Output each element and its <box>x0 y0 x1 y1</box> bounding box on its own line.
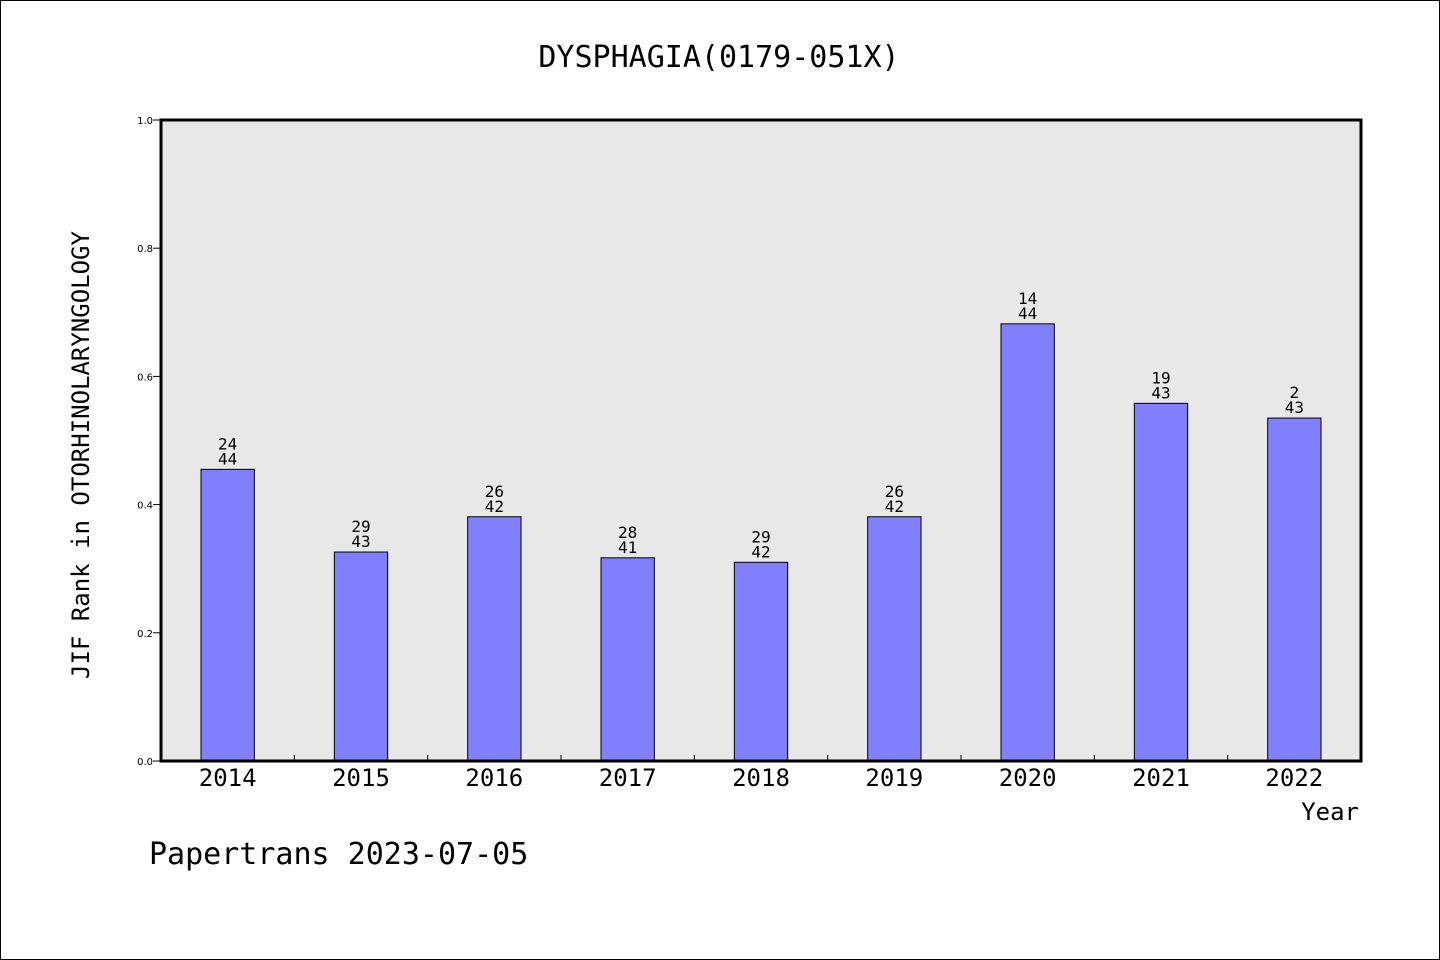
bar-2021 <box>1133 402 1189 762</box>
bars <box>200 323 1322 762</box>
x-tick-label: 2018 <box>732 764 790 792</box>
bar-2018 <box>733 561 789 762</box>
rank-label: 2 <box>1290 383 1300 402</box>
x-tick-label: 2014 <box>199 764 257 792</box>
rank-label: 29 <box>351 517 370 536</box>
rank-label: 26 <box>885 482 904 501</box>
x-axis: 2014 2015 2016 2017 2018 2019 2020 2021 2022 <box>199 755 1323 792</box>
total-label: 42 <box>485 497 504 516</box>
bar-2019 <box>867 516 922 762</box>
x-tick-label: 2017 <box>599 764 657 792</box>
total-label: 43 <box>1285 398 1304 417</box>
y-axis-label: JIF Rank in OTORHINOLARYNGOLOGY <box>67 230 95 678</box>
rank-label: 14 <box>1018 289 1037 308</box>
total-label: 42 <box>751 542 770 561</box>
y-tick-label: 0.8 <box>137 244 153 255</box>
x-tick-label: 2016 <box>465 764 523 792</box>
y-tick-label: 0.4 <box>137 501 153 512</box>
total-label: 44 <box>218 449 237 468</box>
chart-title: DYSPHAGIA(0179-051X) <box>538 40 899 75</box>
footer-text: Papertrans 2023-07-05 <box>149 837 528 872</box>
y-axis: 0.0 0.2 0.4 0.6 0.8 1.0 <box>137 116 161 768</box>
rank-label: 28 <box>618 523 637 542</box>
y-tick-label: 1.0 <box>137 116 153 127</box>
bar-2020 <box>1000 323 1055 762</box>
total-label: 42 <box>885 497 904 516</box>
rank-label: 29 <box>751 527 770 546</box>
x-tick-label: 2022 <box>1265 764 1323 792</box>
rank-label: 26 <box>485 482 504 501</box>
bar-2017 <box>600 557 655 762</box>
x-axis-label: Year <box>1301 798 1359 826</box>
bar-2022 <box>1267 417 1322 762</box>
total-label: 44 <box>1018 304 1037 323</box>
y-tick-label: 0.2 <box>137 629 153 640</box>
y-tick-label: 0.0 <box>137 757 153 768</box>
rank-label: 24 <box>218 434 237 453</box>
bar-2015 <box>333 551 389 762</box>
total-label: 43 <box>351 532 370 551</box>
x-tick-label: 2019 <box>865 764 923 792</box>
y-tick-label: 0.6 <box>137 372 153 383</box>
total-label: 43 <box>1151 383 1170 402</box>
x-tick-label: 2020 <box>999 764 1057 792</box>
bar-2014 <box>200 468 255 762</box>
bar-2016 <box>467 516 522 762</box>
plot-border <box>159 118 1363 763</box>
rank-label: 19 <box>1151 368 1170 387</box>
x-tick-label: 2015 <box>332 764 390 792</box>
x-tick-label: 2021 <box>1132 764 1190 792</box>
total-label: 41 <box>618 538 637 557</box>
